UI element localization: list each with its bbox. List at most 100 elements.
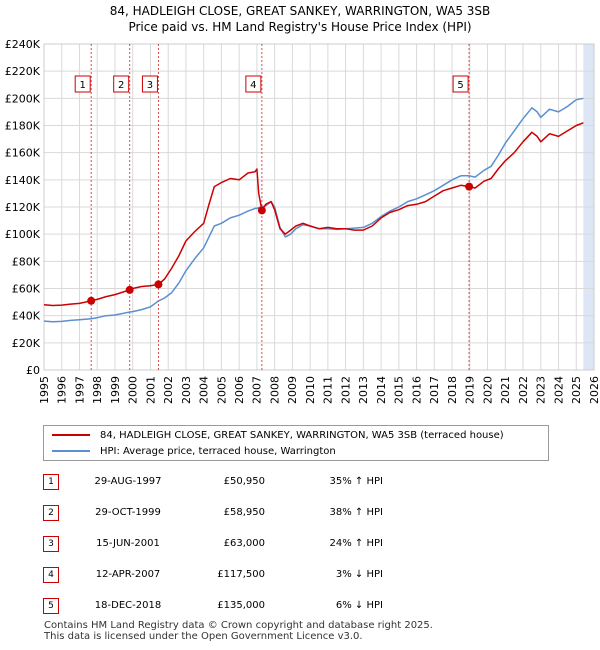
sale-label-box <box>113 75 130 93</box>
y-tick-label: £60K <box>12 283 41 296</box>
x-tick-label: 2020 <box>481 376 494 404</box>
y-tick-label: £120K <box>5 201 41 214</box>
y-tick-label: £40K <box>12 310 41 323</box>
price-chart: £0 £20K £40K £60K £80K £100K £120K £140K £160K £1… <box>5 38 600 404</box>
sale-date: 18-DEC-2018 <box>94 600 162 611</box>
x-tick-label: 2025 <box>570 376 583 404</box>
y-tick-label: £220K <box>5 65 41 78</box>
y-tick-label: £160K <box>5 147 41 160</box>
sale-label: 5 <box>457 80 463 91</box>
y-tick-label: £0 <box>26 364 40 377</box>
sale-hpi-change: 38% ↑ HPI <box>329 507 383 518</box>
x-tick-label: 2023 <box>535 376 548 404</box>
sale-price: £117,500 <box>217 569 265 580</box>
sale-point <box>87 296 96 305</box>
y-tick-label: £80K <box>12 255 41 268</box>
sale-label: 2 <box>118 80 124 91</box>
sale-point <box>154 280 163 289</box>
sale-price: £63,000 <box>223 538 265 549</box>
footer-copyright: Contains HM Land Registry data © Crown c… <box>44 620 433 631</box>
sale-number-badge: 4 <box>43 567 59 583</box>
x-tick-label: 2006 <box>233 376 246 404</box>
x-tick-label: 2024 <box>552 376 565 404</box>
sale-label-box <box>452 75 469 93</box>
legend-item-hpi: HPI: Average price, terraced house, Warr… <box>52 444 336 460</box>
footer: Contains HM Land Registry data © Crown c… <box>44 620 433 642</box>
sale-hpi-change: 35% ↑ HPI <box>329 476 383 487</box>
sale-label: 3 <box>147 80 153 91</box>
sale-row: 2 29-OCT-1999 £58,950 38% ↑ HPI <box>43 503 563 523</box>
x-tick-label: 2003 <box>180 376 193 404</box>
x-tick-label: 1997 <box>73 376 86 404</box>
x-tick-label: 2004 <box>198 376 211 404</box>
footer-licence: This data is licensed under the Open Gov… <box>44 631 363 642</box>
sale-point <box>125 285 134 294</box>
sale-price: £58,950 <box>223 507 265 518</box>
x-tick-label: 2005 <box>215 376 228 404</box>
x-tick-label: 2010 <box>304 376 317 404</box>
sale-number-badge: 5 <box>43 598 59 614</box>
sale-row: 4 12-APR-2007 £117,500 3% ↓ HPI <box>43 565 563 585</box>
sale-label-box <box>245 75 262 93</box>
sale-price: £135,000 <box>217 600 265 611</box>
sale-label: 4 <box>250 80 256 91</box>
sale-label: 1 <box>80 80 86 91</box>
sale-point <box>465 182 474 191</box>
x-tick-label: 2018 <box>446 376 459 404</box>
sale-label-box <box>74 75 91 93</box>
sale-price: £50,950 <box>223 476 265 487</box>
sale-row: 5 18-DEC-2018 £135,000 6% ↓ HPI <box>43 596 563 616</box>
y-tick-label: £180K <box>5 120 41 133</box>
legend-label-property: 84, HADLEIGH CLOSE, GREAT SANKEY, WARRIN… <box>100 430 504 441</box>
y-tick-label: £100K <box>5 228 41 241</box>
sale-date: 15-JUN-2001 <box>96 538 160 549</box>
x-tick-label: 1995 <box>38 376 51 404</box>
x-tick-label: 2021 <box>499 376 512 404</box>
x-tick-label: 2000 <box>127 376 140 404</box>
x-tick-label: 2022 <box>517 376 530 404</box>
x-tick-label: 2019 <box>464 376 477 404</box>
sale-number-badge: 1 <box>43 474 59 490</box>
x-tick-label: 2017 <box>428 376 441 404</box>
legend-item-property: 84, HADLEIGH CLOSE, GREAT SANKEY, WARRIN… <box>52 428 504 444</box>
series-line-hpi <box>43 97 584 323</box>
sale-number-badge: 3 <box>43 536 59 552</box>
sale-number-badge: 2 <box>43 505 59 521</box>
x-tick-label: 2013 <box>357 376 370 404</box>
x-tick-label: 1999 <box>109 376 122 404</box>
sale-row: 3 15-JUN-2001 £63,000 24% ↑ HPI <box>43 534 563 554</box>
chart-title: 84, HADLEIGH CLOSE, GREAT SANKEY, WARRIN… <box>109 4 491 18</box>
y-tick-label: £20K <box>12 337 41 350</box>
legend-label-hpi: HPI: Average price, terraced house, Warr… <box>100 446 336 457</box>
x-tick-label: 2016 <box>410 376 423 404</box>
sale-date: 29-AUG-1997 <box>94 476 162 487</box>
legend: 84, HADLEIGH CLOSE, GREAT SANKEY, WARRIN… <box>43 425 549 461</box>
x-tick-label: 2011 <box>322 376 335 404</box>
x-tick-label: 2014 <box>375 376 388 404</box>
x-tick-label: 2009 <box>286 376 299 404</box>
x-tick-label: 2012 <box>339 376 352 404</box>
x-tick-label: 2015 <box>393 376 406 404</box>
sale-hpi-change: 3% ↓ HPI <box>335 569 383 580</box>
legend-swatch-hpi <box>52 450 90 452</box>
x-tick-label: 2002 <box>162 376 175 404</box>
y-tick-label: £200K <box>5 92 41 105</box>
sale-label-box <box>141 75 158 93</box>
sale-date: 29-OCT-1999 <box>95 507 161 518</box>
x-tick-label: 2026 <box>588 376 600 404</box>
y-tick-label: £240K <box>5 38 41 51</box>
sale-row: 1 29-AUG-1997 £50,950 35% ↑ HPI <box>43 472 563 492</box>
y-tick-label: £140K <box>5 174 41 187</box>
sale-date: 12-APR-2007 <box>95 569 161 580</box>
chart-subtitle: Price paid vs. HM Land Registry's House … <box>128 20 472 34</box>
sale-point <box>257 206 266 215</box>
x-tick-label: 2001 <box>144 376 157 404</box>
x-tick-label: 1996 <box>56 376 69 404</box>
sale-hpi-change: 24% ↑ HPI <box>329 538 383 549</box>
x-tick-label: 1998 <box>91 376 104 404</box>
series-line-property <box>43 122 584 307</box>
x-tick-label: 2008 <box>268 376 281 404</box>
x-tick-label: 2007 <box>251 376 264 404</box>
plot-area-border <box>43 43 595 371</box>
sale-hpi-change: 6% ↓ HPI <box>335 600 383 611</box>
